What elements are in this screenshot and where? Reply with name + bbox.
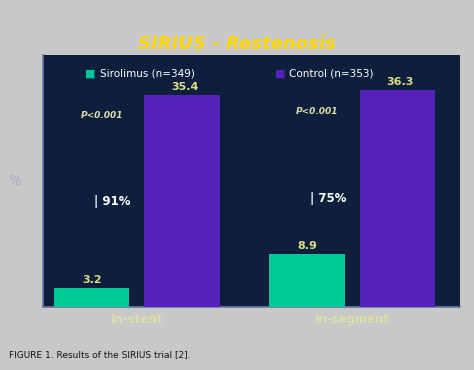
Text: P<0.001: P<0.001 <box>296 107 338 116</box>
Bar <box>269 254 345 307</box>
Text: P<0.001: P<0.001 <box>81 111 123 121</box>
Text: Sirolimus (n=349): Sirolimus (n=349) <box>100 69 194 79</box>
Text: 8.9: 8.9 <box>297 241 317 251</box>
Text: ■: ■ <box>275 69 285 79</box>
Text: | 75%: | 75% <box>310 192 346 205</box>
Text: 35.4: 35.4 <box>171 82 199 92</box>
Text: SIRIUS - Restenosis: SIRIUS - Restenosis <box>138 36 336 53</box>
Bar <box>54 288 129 307</box>
Text: 3.2: 3.2 <box>82 275 101 285</box>
Bar <box>145 95 220 307</box>
Text: ■: ■ <box>85 69 96 79</box>
Text: %: % <box>9 174 22 188</box>
Bar <box>360 90 435 307</box>
Text: 36.3: 36.3 <box>386 77 414 87</box>
Text: FIGURE 1. Results of the SIRIUS trial [2].: FIGURE 1. Results of the SIRIUS trial [2… <box>9 350 191 359</box>
Text: Control (n=353): Control (n=353) <box>289 69 374 79</box>
Text: | 91%: | 91% <box>94 195 131 208</box>
